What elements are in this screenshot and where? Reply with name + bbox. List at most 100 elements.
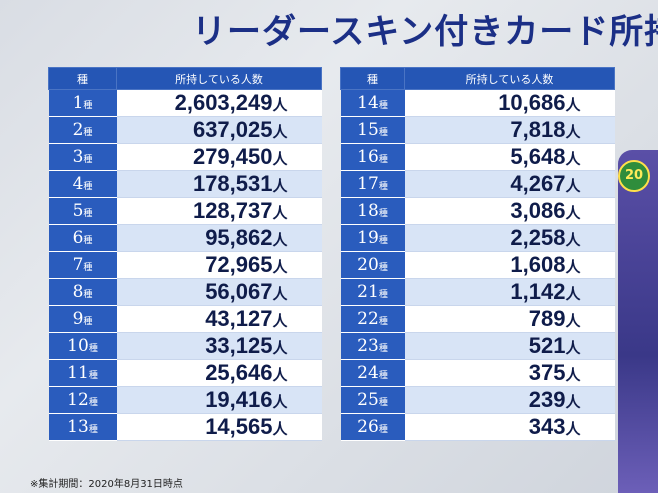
card-badge: 20 [618, 160, 650, 192]
count-value: 7,818 [510, 117, 566, 142]
count-unit: 人 [272, 394, 288, 411]
count-unit: 人 [565, 313, 581, 330]
count-value: 1,608 [510, 252, 566, 277]
rank-suffix: 種 [88, 344, 98, 354]
table-row: 4種 178,531人 [48, 170, 322, 198]
count-cell: 1,608人 [404, 251, 615, 279]
rank-number: 19 [357, 228, 379, 248]
card-count-table-right: 種 所持している人数 14種 10,686人 15種 7,818人 16種 5,648人 1… [340, 67, 615, 441]
count-unit: 人 [565, 97, 581, 114]
rank-suffix: 種 [378, 263, 388, 273]
rank-number: 23 [357, 336, 379, 356]
rank-cell: 16種 [340, 143, 405, 171]
count-unit: 人 [565, 286, 581, 303]
count-unit: 人 [565, 124, 581, 141]
rank-cell: 3種 [48, 143, 117, 171]
table-row: 10種 33,125人 [48, 332, 322, 360]
rank-suffix: 種 [83, 317, 93, 327]
rank-cell: 13種 [48, 413, 117, 441]
table-body-left: 1種 2,603,249人 2種 637,025人 3種 279,450人 4種 178,53… [48, 89, 322, 441]
rank-suffix: 種 [378, 344, 388, 354]
rank-cell: 5種 [48, 197, 117, 225]
count-value: 279,450 [192, 144, 273, 169]
rank-number: 13 [67, 417, 89, 437]
count-value: 72,965 [205, 252, 273, 277]
count-cell: 375人 [404, 359, 615, 387]
rank-number: 8 [72, 282, 84, 302]
count-value: 128,737 [192, 198, 273, 223]
rank-suffix: 種 [83, 182, 93, 192]
rank-number: 21 [357, 282, 379, 302]
rank-suffix: 種 [378, 101, 388, 111]
count-cell: 521人 [404, 332, 615, 360]
rank-number: 9 [72, 309, 84, 329]
count-header: 所持している人数 [116, 67, 322, 90]
rank-suffix: 種 [378, 317, 388, 327]
rank-cell: 15種 [340, 116, 405, 144]
count-cell: 33,125人 [116, 332, 322, 360]
rank-cell: 9種 [48, 305, 117, 333]
table-row: 11種 25,646人 [48, 359, 322, 387]
count-unit: 人 [272, 367, 288, 384]
table-row: 6種 95,862人 [48, 224, 322, 252]
table-row: 14種 10,686人 [340, 89, 615, 117]
count-value: 789 [528, 306, 566, 331]
count-unit: 人 [272, 232, 288, 249]
rank-suffix: 種 [378, 236, 388, 246]
rank-number: 26 [357, 417, 379, 437]
rank-suffix: 種 [88, 398, 98, 408]
count-unit: 人 [272, 97, 288, 114]
table-row: 20種 1,608人 [340, 251, 615, 279]
rank-number: 12 [67, 390, 89, 410]
rank-suffix: 種 [378, 128, 388, 138]
rank-cell: 26種 [340, 413, 405, 441]
table-row: 9種 43,127人 [48, 305, 322, 333]
card-count-table-left: 種 所持している人数 1種 2,603,249人 2種 637,025人 3種 279,4… [48, 67, 322, 441]
table-row: 15種 7,818人 [340, 116, 615, 144]
page-title: リーダースキン付きカード所持 [192, 12, 658, 52]
count-value: 3,086 [510, 198, 566, 223]
table-row: 18種 3,086人 [340, 197, 615, 225]
count-cell: 14,565人 [116, 413, 322, 441]
rank-suffix: 種 [83, 101, 93, 111]
count-cell: 128,737人 [116, 197, 322, 225]
count-cell: 178,531人 [116, 170, 322, 198]
rank-cell: 23種 [340, 332, 405, 360]
rank-number: 2 [72, 120, 84, 140]
count-value: 33,125 [205, 333, 273, 358]
rank-number: 22 [357, 309, 379, 329]
count-unit: 人 [272, 259, 288, 276]
table-row: 17種 4,267人 [340, 170, 615, 198]
rank-cell: 14種 [340, 89, 405, 117]
table-row: 26種 343人 [340, 413, 615, 441]
table-row: 3種 279,450人 [48, 143, 322, 171]
table-body-right: 14種 10,686人 15種 7,818人 16種 5,648人 17種 4,267人 18種… [340, 89, 615, 441]
count-unit: 人 [565, 421, 581, 438]
table-row: 13種 14,565人 [48, 413, 322, 441]
count-cell: 95,862人 [116, 224, 322, 252]
count-cell: 56,067人 [116, 278, 322, 306]
count-cell: 2,258人 [404, 224, 615, 252]
count-cell: 25,646人 [116, 359, 322, 387]
rank-number: 14 [357, 93, 379, 113]
rank-cell: 7種 [48, 251, 117, 279]
table-row: 22種 789人 [340, 305, 615, 333]
rank-cell: 6種 [48, 224, 117, 252]
count-cell: 5,648人 [404, 143, 615, 171]
rank-cell: 18種 [340, 197, 405, 225]
count-cell: 1,142人 [404, 278, 615, 306]
table-row: 19種 2,258人 [340, 224, 615, 252]
count-value: 521 [528, 333, 566, 358]
rank-cell: 12種 [48, 386, 117, 414]
rank-number: 10 [67, 336, 89, 356]
rank-suffix: 種 [378, 371, 388, 381]
count-cell: 7,818人 [404, 116, 615, 144]
table-row: 21種 1,142人 [340, 278, 615, 306]
rank-suffix: 種 [378, 209, 388, 219]
rank-number: 4 [72, 174, 84, 194]
rank-number: 15 [357, 120, 379, 140]
count-cell: 72,965人 [116, 251, 322, 279]
count-unit: 人 [272, 421, 288, 438]
count-value: 5,648 [510, 144, 566, 169]
table-row: 7種 72,965人 [48, 251, 322, 279]
